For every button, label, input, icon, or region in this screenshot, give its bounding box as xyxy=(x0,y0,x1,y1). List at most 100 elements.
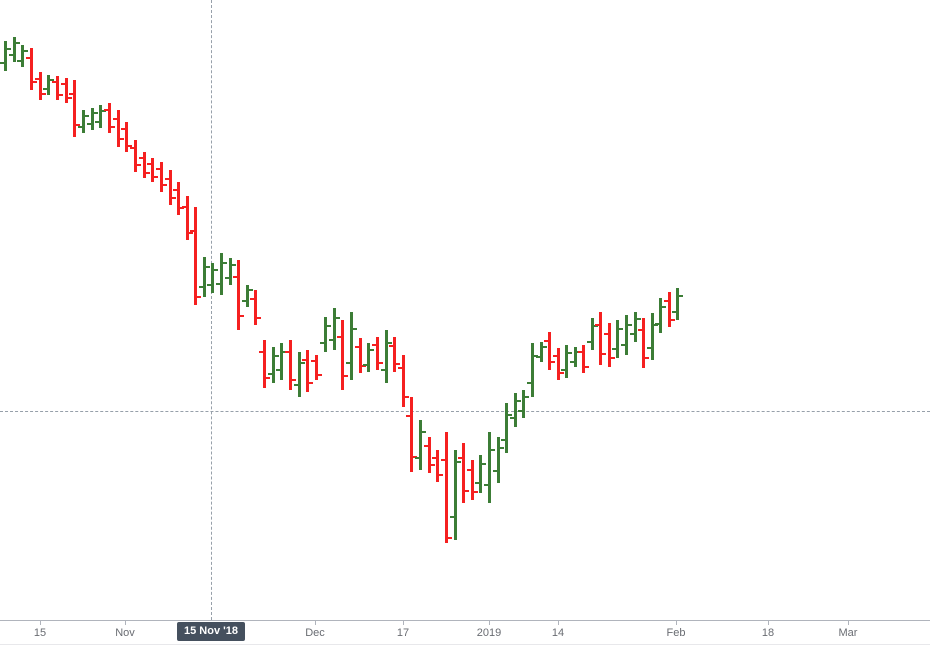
ohlc-open-tick xyxy=(611,347,616,351)
ohlc-bar-line xyxy=(453,450,457,540)
ohlc-close-tick xyxy=(456,460,461,464)
ohlc-close-tick xyxy=(75,123,80,127)
ohlc-close-tick xyxy=(644,356,649,360)
ohlc-open-tick xyxy=(663,299,668,303)
ohlc-open-tick xyxy=(535,355,540,359)
ohlc-bar-line xyxy=(116,110,120,147)
ohlc-bar-line xyxy=(81,110,85,133)
ohlc-close-tick xyxy=(101,109,106,113)
ohlc-open-tick xyxy=(51,80,56,84)
ohlc-bar-line xyxy=(470,460,474,500)
ohlc-close-tick xyxy=(58,93,63,97)
ohlc-bar-line xyxy=(202,257,206,297)
ohlc-open-tick xyxy=(164,177,169,181)
ohlc-bar-line xyxy=(496,437,500,483)
ohlc-bar-line xyxy=(675,288,679,320)
ohlc-open-tick xyxy=(284,350,289,354)
ohlc-open-tick xyxy=(492,469,497,473)
bottom-separator xyxy=(0,644,930,645)
axis-label: 18 xyxy=(761,627,775,639)
ohlc-bar-line xyxy=(487,432,491,503)
ohlc-bar-line xyxy=(392,337,396,372)
ohlc-open-tick xyxy=(215,282,220,286)
ohlc-open-tick xyxy=(8,53,13,57)
ohlc-close-tick xyxy=(335,316,340,320)
ohlc-bar-line xyxy=(521,390,525,418)
ohlc-open-tick xyxy=(586,340,591,344)
ohlc-bar-line xyxy=(279,343,283,380)
ohlc-bar-line xyxy=(332,308,336,350)
axis-tick xyxy=(125,621,126,625)
ohlc-open-tick xyxy=(577,350,582,354)
ohlc-bar-line xyxy=(564,345,568,378)
ohlc-close-tick xyxy=(670,318,675,322)
ohlc-open-tick xyxy=(517,409,522,413)
ohlc-bar-line xyxy=(624,315,628,355)
ohlc-bar-line xyxy=(262,340,266,388)
time-axis[interactable]: 15 Nov Dec 17 2019 14 Feb 18 Mar 15 Nov '18 xyxy=(0,620,930,645)
ohlc-open-tick xyxy=(129,146,134,150)
ohlc-close-tick xyxy=(542,345,547,349)
ohlc-bar-line xyxy=(305,350,309,392)
ohlc-close-tick xyxy=(300,361,305,365)
axis-tick xyxy=(848,621,849,625)
ohlc-close-tick xyxy=(222,261,227,265)
ohlc-bar-line xyxy=(142,152,146,178)
ohlc-bar-line xyxy=(185,196,189,240)
ohlc-bar-line xyxy=(64,78,68,103)
ohlc-open-tick xyxy=(172,188,177,192)
ohlc-bar-line xyxy=(615,320,619,358)
ohlc-bar-line xyxy=(29,48,33,90)
ohlc-open-tick xyxy=(181,205,186,209)
ohlc-close-tick xyxy=(550,360,555,364)
ohlc-bar-line xyxy=(38,72,42,100)
ohlc-close-tick xyxy=(317,373,322,377)
ohlc-bar-line xyxy=(650,313,654,360)
ohlc-close-tick xyxy=(308,381,313,385)
axis-label: 15 xyxy=(33,627,47,639)
ohlc-bar-line xyxy=(418,420,422,470)
ohlc-close-tick xyxy=(447,536,452,540)
ohlc-close-tick xyxy=(473,490,478,494)
ohlc-bar-line xyxy=(297,352,301,397)
ohlc-open-tick xyxy=(414,456,419,460)
price-chart[interactable] xyxy=(0,0,930,620)
ohlc-bar-line xyxy=(539,342,543,362)
ohlc-bar-line xyxy=(219,253,223,295)
ohlc-close-tick xyxy=(231,263,236,267)
ohlc-bar-line xyxy=(20,45,24,67)
ohlc-open-tick xyxy=(380,368,385,372)
ohlc-open-tick xyxy=(275,368,280,372)
ohlc-close-tick xyxy=(179,206,184,210)
ohlc-close-tick xyxy=(481,462,486,466)
ohlc-close-tick xyxy=(464,489,469,493)
ohlc-open-tick xyxy=(500,438,505,442)
ohlc-close-tick xyxy=(127,144,132,148)
ohlc-open-tick xyxy=(94,120,99,124)
ohlc-bar-line xyxy=(46,75,50,95)
ohlc-open-tick xyxy=(654,322,659,326)
ohlc-bar-line xyxy=(427,437,431,473)
ohlc-bar-line xyxy=(401,355,405,407)
ohlc-bar-line xyxy=(150,158,154,182)
ohlc-close-tick xyxy=(282,350,287,354)
ohlc-close-tick xyxy=(661,305,666,309)
ohlc-close-tick xyxy=(636,317,641,321)
axis-label: Feb xyxy=(666,627,686,639)
ohlc-open-tick xyxy=(603,332,608,336)
ohlc-open-tick xyxy=(68,92,73,96)
axis-label: 17 xyxy=(396,627,410,639)
ohlc-bar-line xyxy=(444,432,448,543)
ohlc-close-tick xyxy=(84,114,89,118)
ohlc-close-tick xyxy=(610,356,615,360)
ohlc-bar-line xyxy=(245,285,249,307)
ohlc-bar-line xyxy=(236,260,240,330)
ohlc-bar-line xyxy=(98,105,102,128)
ohlc-open-tick xyxy=(345,361,350,365)
ohlc-close-tick xyxy=(41,92,46,96)
ohlc-close-tick xyxy=(378,361,383,365)
ohlc-bar-line xyxy=(253,290,257,325)
ohlc-close-tick xyxy=(119,137,124,141)
ohlc-close-tick xyxy=(369,348,374,352)
axis-label: 14 xyxy=(551,627,565,639)
